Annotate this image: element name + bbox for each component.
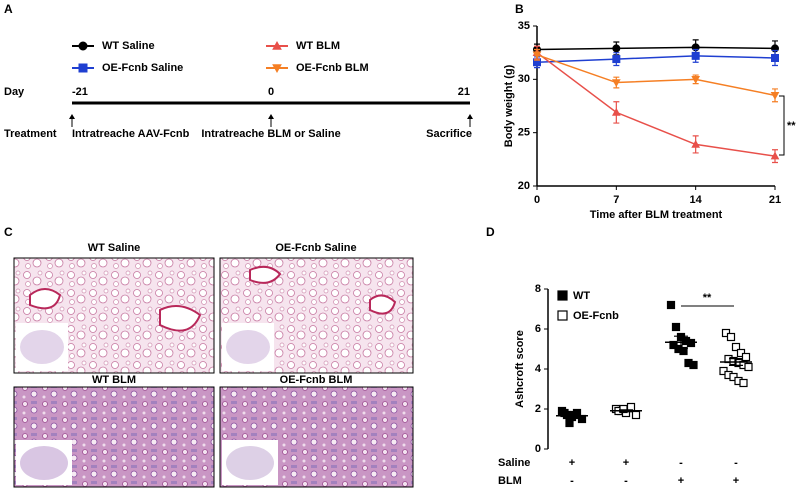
arrow-head	[467, 114, 473, 119]
x-tick-label: 21	[769, 194, 781, 206]
y-tick-label: 20	[518, 180, 530, 192]
condition-sign: +	[733, 475, 739, 487]
marker	[611, 79, 621, 88]
series-line	[536, 55, 776, 64]
panel-label: A	[4, 2, 13, 16]
legend-marker	[557, 310, 568, 321]
data-point	[741, 352, 751, 362]
marker	[272, 64, 282, 74]
y-tick-label: 35	[518, 20, 530, 32]
series-line	[536, 46, 776, 51]
treatment: Sacrifice	[426, 128, 472, 140]
marker	[272, 40, 282, 50]
marker	[691, 139, 701, 148]
marker	[611, 107, 621, 116]
inset-lung	[226, 446, 274, 480]
inset-lung	[20, 446, 68, 480]
condition-sign: -	[624, 475, 628, 487]
condition-label: BLM	[498, 475, 522, 487]
y-tick-label: 8	[535, 283, 541, 295]
data-point	[686, 338, 696, 348]
histology-images	[13, 257, 414, 488]
marker	[770, 151, 780, 160]
legend-marker	[557, 290, 568, 301]
marker	[612, 55, 621, 64]
x-tick-label: 14	[690, 194, 703, 206]
significance-bracket	[779, 95, 785, 156]
data-point	[631, 410, 641, 420]
panel-label: C	[4, 225, 13, 239]
treatment: Intratreache BLM or Saline	[201, 128, 340, 140]
day-label: Day	[4, 86, 25, 98]
y-tick-label: 25	[518, 127, 530, 139]
panel-label: D	[486, 225, 495, 239]
data-point	[739, 378, 748, 388]
image-title: OE-Fcnb Saline	[275, 242, 356, 254]
legend-label: WT	[573, 290, 590, 302]
condition-sign: -	[734, 457, 738, 469]
condition-sign: -	[570, 475, 574, 487]
arrow-head	[69, 114, 75, 119]
condition-sign: +	[569, 457, 575, 469]
condition-sign: +	[678, 475, 684, 487]
airway	[29, 265, 397, 332]
data-point	[689, 360, 698, 370]
panel-label: B	[515, 2, 524, 16]
x-tick-label: 7	[613, 194, 619, 206]
inset-lung	[226, 330, 270, 364]
x-axis-title: Time after BLM treatment	[590, 209, 723, 221]
legend-label: WT Saline	[102, 40, 155, 52]
marker	[532, 51, 542, 60]
series-line	[536, 54, 776, 97]
x-tick-label: 0	[534, 194, 540, 206]
condition-sign: -	[679, 457, 683, 469]
marker	[770, 92, 780, 100]
marker	[771, 54, 779, 62]
y-tick-label: 6	[535, 323, 541, 335]
condition-sign: +	[623, 457, 629, 469]
image-title: OE-Fcnb BLM	[280, 374, 353, 386]
marker	[612, 44, 621, 53]
treatment-label: Treatment	[4, 128, 57, 140]
legend-label: OE-Fcnb BLM	[296, 62, 369, 74]
marker	[78, 63, 88, 73]
image-title: WT Saline	[88, 242, 141, 254]
day-tick-label: -21	[72, 86, 88, 98]
inset-lung	[20, 330, 64, 364]
data-point	[744, 362, 753, 372]
sem-bar	[565, 413, 579, 418]
legend-label: WT BLM	[296, 40, 340, 52]
data-point	[619, 404, 628, 414]
y-tick-label: 2	[535, 403, 541, 415]
data-point	[666, 300, 676, 310]
condition-label: Saline	[498, 457, 530, 469]
y-axis-title: Body weight (g)	[503, 64, 515, 147]
y-axis-title: Ashcroft score	[514, 330, 526, 408]
significance: **	[703, 292, 712, 304]
data-point	[726, 332, 736, 342]
sem-bar	[729, 358, 743, 366]
sem-bar	[619, 409, 633, 413]
data-point	[565, 418, 574, 428]
significance: **	[787, 120, 796, 132]
legend-label: OE-Fcnb Saline	[102, 62, 183, 74]
data-point	[671, 322, 681, 332]
sem-bar	[674, 335, 688, 349]
image-title: WT BLM	[92, 374, 136, 386]
arrow-head	[268, 114, 274, 119]
treatment: Intratreache AAV-Fcnb	[72, 128, 190, 140]
day-tick-label: 21	[458, 86, 470, 98]
data-point	[731, 342, 741, 352]
y-tick-label: 4	[535, 363, 542, 375]
marker	[691, 76, 701, 84]
y-tick-label: 0	[535, 443, 541, 455]
legend-label: OE-Fcnb	[573, 310, 619, 322]
day-tick-label: 0	[268, 86, 274, 98]
y-tick-label: 30	[518, 73, 530, 85]
marker	[78, 41, 88, 51]
data-point	[679, 346, 688, 356]
marker	[691, 51, 700, 60]
series-line	[536, 52, 776, 157]
